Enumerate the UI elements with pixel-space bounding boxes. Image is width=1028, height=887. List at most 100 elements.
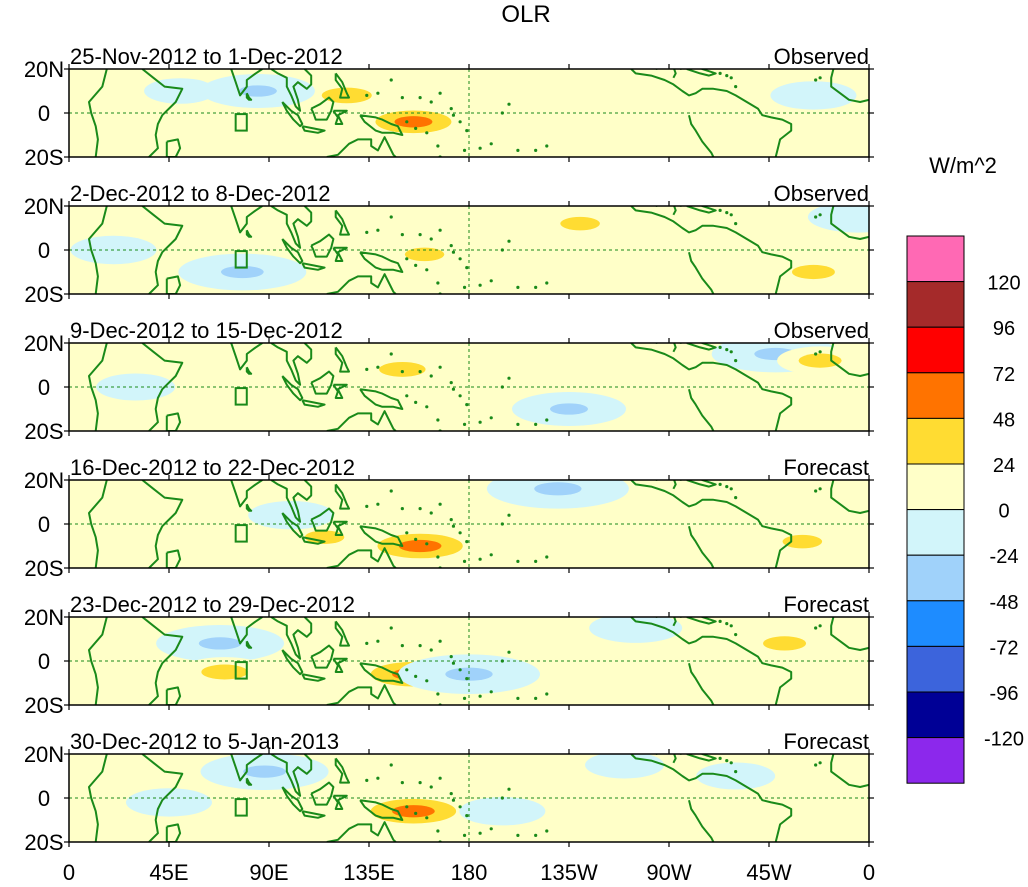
colorbar-swatch xyxy=(906,509,965,556)
coastline xyxy=(141,206,184,294)
island-dot xyxy=(429,511,433,515)
coastline xyxy=(359,114,404,136)
coastline xyxy=(281,238,304,265)
island-dot xyxy=(507,102,511,106)
y-tick-label: 0 xyxy=(38,649,50,674)
coastline xyxy=(88,617,108,705)
panels: 20N 0 20S 25-Nov-2012 to 1-Dec-2012 Observed… xyxy=(24,44,874,855)
coastline xyxy=(359,525,404,547)
island-dot xyxy=(389,215,393,219)
y-tick-label: 20N xyxy=(24,468,64,493)
island-dot xyxy=(418,644,422,648)
island-dot xyxy=(405,120,409,124)
coastline xyxy=(688,525,715,568)
coastline xyxy=(334,346,350,373)
coastline xyxy=(688,251,715,294)
anomaly-contour xyxy=(550,403,588,415)
y-tick-label: 20N xyxy=(24,194,64,219)
coastline xyxy=(830,754,869,788)
anomaly-contour xyxy=(791,88,835,103)
coastline xyxy=(680,754,717,762)
island-dot xyxy=(818,76,822,80)
island-dot xyxy=(734,222,738,226)
island-dot xyxy=(545,555,549,559)
island-dot xyxy=(814,489,818,493)
island-dot xyxy=(465,677,469,681)
coastline xyxy=(655,754,677,764)
coastline xyxy=(281,649,304,676)
island-dot xyxy=(436,692,440,696)
coastline xyxy=(281,375,304,402)
y-tick-label: 20S xyxy=(24,282,63,307)
island-dot xyxy=(725,759,729,763)
coastline xyxy=(688,662,715,705)
panel-period-label: 9-Dec-2012 to 15-Dec-2012 xyxy=(70,318,343,343)
colorbar-swatch xyxy=(906,372,965,419)
y-tick-label: 20N xyxy=(24,57,64,82)
coastline xyxy=(655,343,677,353)
island-dot xyxy=(725,74,729,78)
colorbar-level-label: -96 xyxy=(990,683,1019,705)
coastline xyxy=(359,662,404,684)
coastline xyxy=(830,343,869,377)
colorbar-swatch xyxy=(906,691,965,739)
island-dot xyxy=(718,345,722,349)
coastline xyxy=(334,620,350,647)
coastline xyxy=(301,673,326,682)
panel-kind-label: Forecast xyxy=(783,729,869,754)
island-dot xyxy=(451,798,456,802)
coastline xyxy=(326,273,397,294)
island-dot xyxy=(465,266,469,270)
island-dot xyxy=(405,394,409,398)
y-tick-label: 20S xyxy=(24,693,63,718)
island-dot xyxy=(462,422,467,426)
coastline xyxy=(270,754,313,797)
island-dot xyxy=(729,213,733,217)
island-dot xyxy=(438,639,442,643)
island-dot xyxy=(425,816,429,820)
colorbar-swatch xyxy=(906,554,965,602)
island-dot xyxy=(534,285,538,289)
coastline xyxy=(245,92,253,101)
island-dot xyxy=(449,381,453,385)
coastline xyxy=(270,69,313,112)
coastline xyxy=(281,101,304,128)
island-dot xyxy=(365,367,369,371)
coastline xyxy=(630,206,793,294)
colorbar-level-label: 24 xyxy=(993,455,1015,477)
island-dot xyxy=(429,785,433,789)
island-dot xyxy=(729,761,733,765)
island-dot xyxy=(818,487,822,491)
coastline xyxy=(332,109,348,125)
island-dot xyxy=(465,540,469,544)
coastline xyxy=(165,549,182,568)
coastline xyxy=(245,503,253,512)
island-dot xyxy=(389,489,393,493)
coastline xyxy=(165,138,182,157)
island-dot xyxy=(729,76,733,80)
x-tick-label: 0 xyxy=(863,860,875,885)
island-dot xyxy=(438,365,442,369)
anomaly-contour xyxy=(392,805,435,818)
colorbar-swatch xyxy=(906,235,965,283)
island-dot xyxy=(814,78,818,82)
island-dot xyxy=(429,374,433,378)
island-dot xyxy=(818,213,822,217)
anomaly-field xyxy=(70,206,869,291)
coastline xyxy=(141,480,184,568)
island-dot xyxy=(718,71,722,75)
island-dot xyxy=(545,418,549,422)
island-dot xyxy=(425,542,429,546)
island-dot xyxy=(365,230,369,234)
coastlines xyxy=(88,480,869,568)
colorbar-swatch xyxy=(906,281,965,328)
panel-kind-label: Forecast xyxy=(783,455,869,480)
coastline xyxy=(310,507,335,532)
coastline xyxy=(230,343,263,371)
colorbar-level-label: 48 xyxy=(993,409,1015,431)
coastline xyxy=(165,275,182,294)
coastline xyxy=(630,754,793,842)
anomaly-contour xyxy=(480,804,524,819)
island-dot xyxy=(449,518,453,522)
